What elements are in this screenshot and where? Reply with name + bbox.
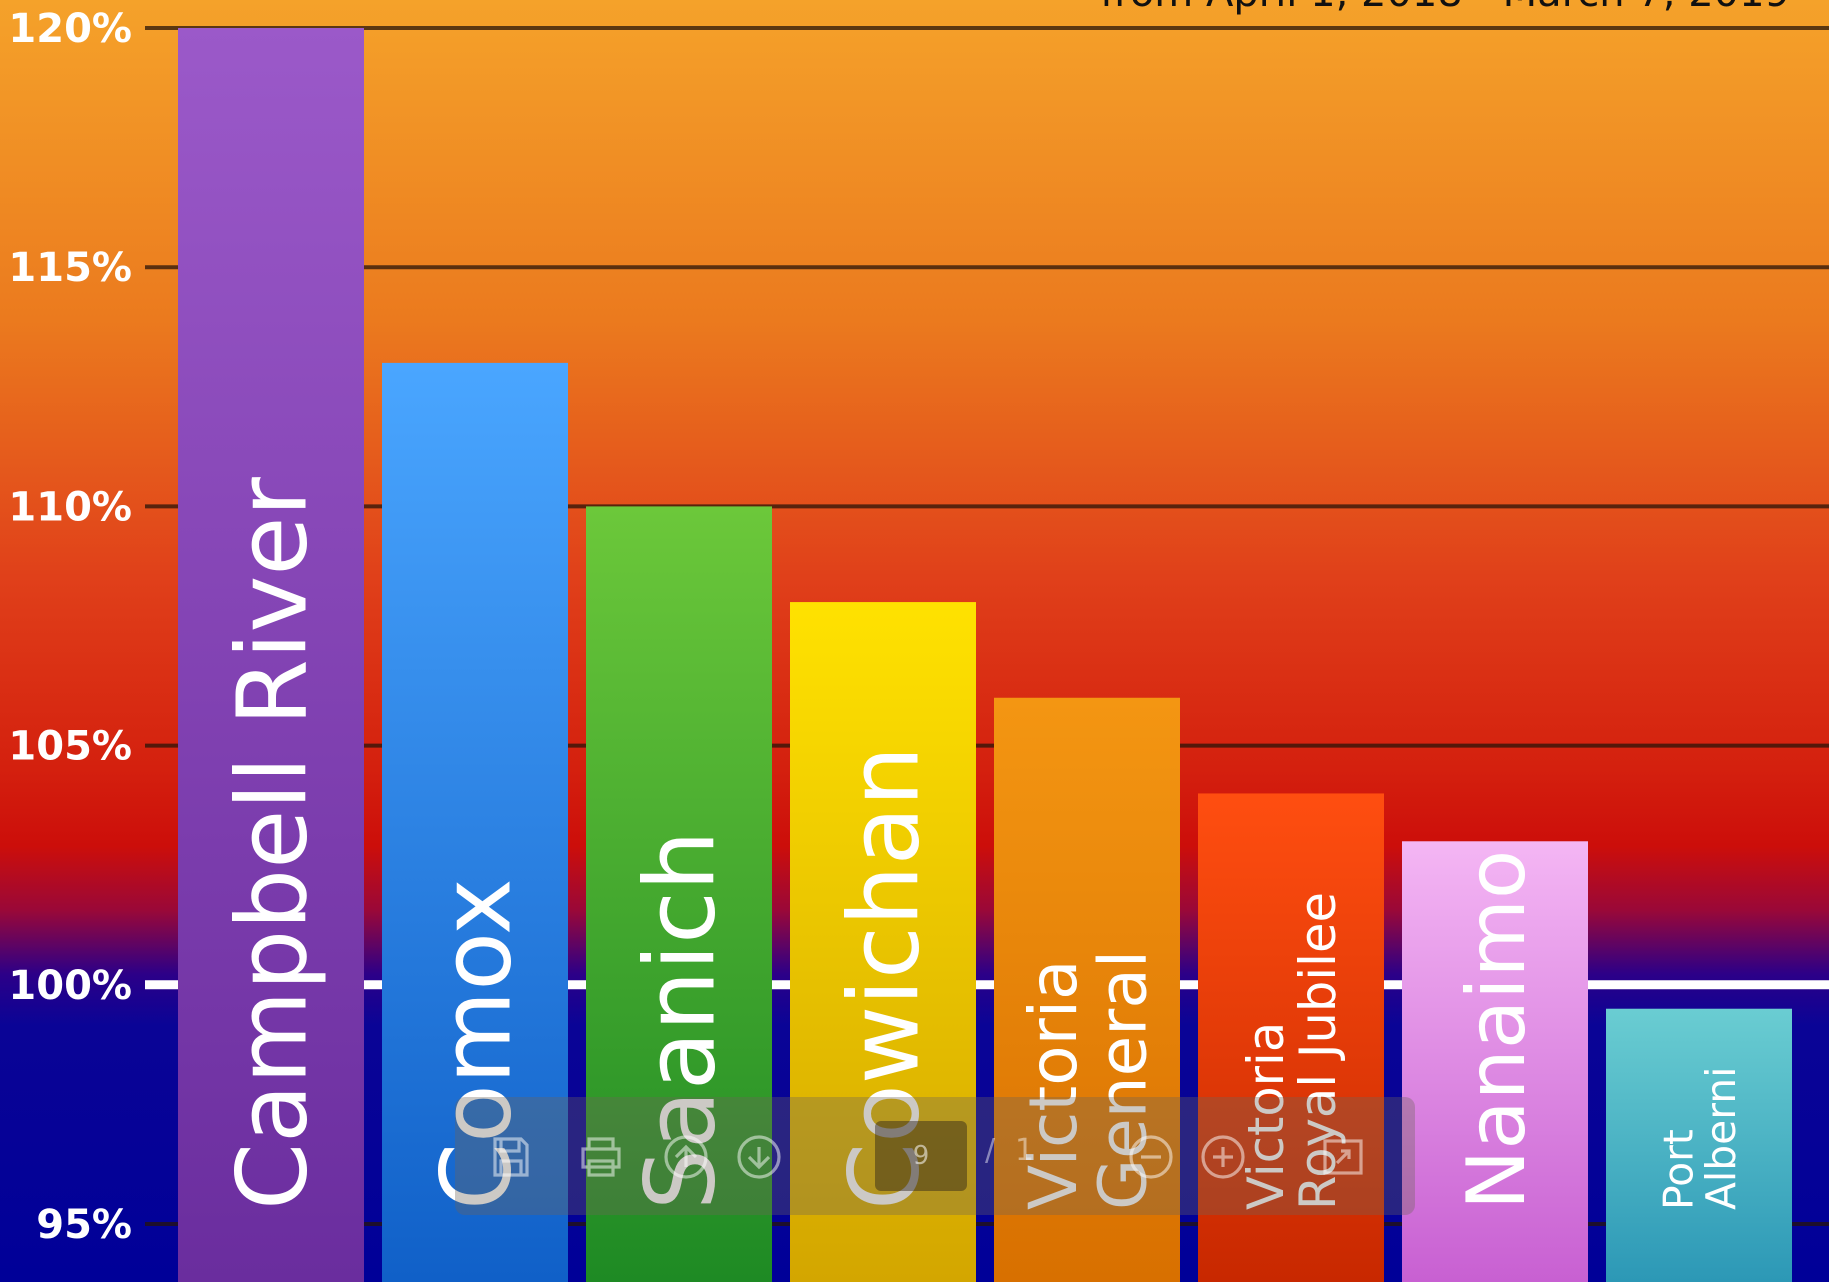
page-number-input[interactable]: 9	[875, 1121, 967, 1191]
bar	[790, 602, 976, 1282]
bar-label: Saanich	[625, 830, 737, 1210]
y-tick-label: 100%	[8, 963, 132, 1009]
next-page-icon[interactable]	[733, 1131, 785, 1183]
bar-label: Nanaimo	[1450, 850, 1544, 1210]
y-tick-label: 115%	[8, 245, 132, 291]
bar	[1402, 841, 1588, 1282]
y-tick-label: 95%	[36, 1202, 132, 1248]
zoom-in-icon[interactable]	[1197, 1131, 1249, 1183]
bar-label: VictoriaRoyal Jubilee	[1237, 892, 1347, 1210]
bar-label: PortAlberni	[1654, 1067, 1745, 1211]
bar-label: Comox	[421, 878, 533, 1210]
save-icon[interactable]	[485, 1131, 537, 1183]
bar	[382, 362, 568, 1282]
print-icon[interactable]	[575, 1131, 627, 1183]
fit-page-icon[interactable]	[1317, 1131, 1369, 1183]
page-total: 1	[1015, 1133, 1035, 1168]
bar	[178, 28, 364, 1282]
bars	[178, 28, 1792, 1282]
bar	[1198, 793, 1384, 1282]
previous-page-icon[interactable]	[660, 1131, 712, 1183]
bar-label: Campbell River	[217, 477, 329, 1210]
bar-label: Cowichan	[829, 746, 941, 1210]
y-tick-label: 120%	[8, 6, 132, 52]
bar-labels: Campbell River Comox Saanich Cowichan Victor…	[217, 477, 1745, 1211]
y-axis-ticks: 95% 100% 105% 110% 115% 120%	[8, 6, 132, 1248]
y-tick-label: 110%	[8, 484, 132, 530]
page-separator: /	[985, 1133, 996, 1168]
bar-label: VictoriaGeneral	[1015, 950, 1161, 1210]
bar	[994, 697, 1180, 1282]
zoom-out-icon[interactable]	[1125, 1131, 1177, 1183]
chart-subtitle: from April 1, 2018 - March 7, 2019	[1100, 0, 1790, 16]
y-tick-label: 105%	[8, 724, 132, 770]
bar	[1606, 1008, 1792, 1282]
pdf-viewer-toolbar[interactable]: 9 / 1	[455, 1097, 1415, 1215]
